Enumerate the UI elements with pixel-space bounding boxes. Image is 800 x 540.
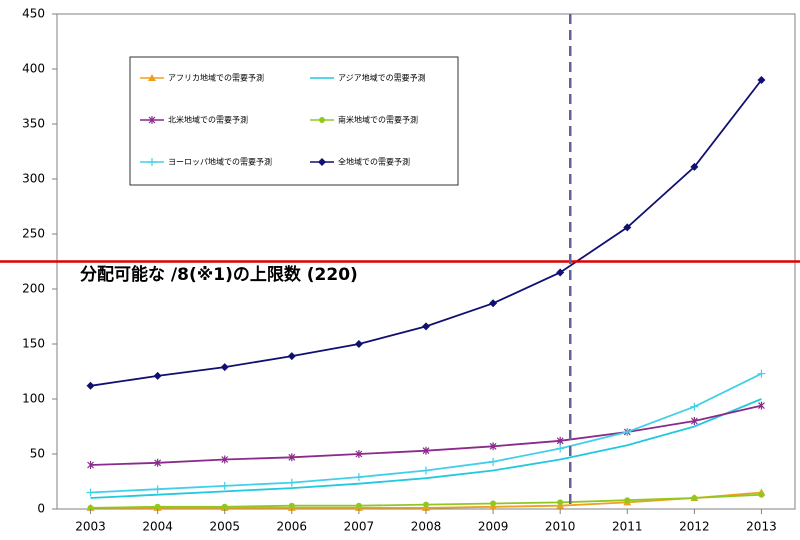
marker	[423, 501, 429, 508]
marker	[87, 461, 94, 469]
marker	[556, 268, 565, 277]
marker	[757, 76, 766, 84]
x-tick-label: 2011	[612, 520, 643, 534]
marker	[690, 417, 698, 425]
marker	[354, 340, 363, 348]
marker	[557, 499, 564, 506]
marker	[287, 352, 296, 361]
marker	[153, 485, 162, 494]
y-tick-label: 400	[22, 62, 45, 76]
marker	[489, 299, 498, 308]
marker	[355, 502, 362, 509]
legend-label: 全地域での需要予測	[338, 157, 410, 167]
marker	[220, 481, 229, 490]
marker	[556, 444, 565, 453]
marker	[221, 503, 228, 510]
marker	[221, 455, 229, 464]
annotation: 分配可能な /8(※1)の上限数 (220)	[80, 264, 358, 285]
marker	[489, 442, 497, 451]
marker	[757, 369, 766, 378]
marker	[153, 371, 162, 380]
y-tick-label: 100	[22, 392, 45, 406]
marker	[691, 495, 698, 501]
marker	[422, 446, 430, 455]
series-line	[90, 372, 762, 494]
marker	[422, 466, 430, 475]
marker	[623, 428, 632, 436]
x-tick-label: 2005	[209, 520, 240, 534]
x-tick-label: 2010	[545, 520, 576, 534]
x-tick-label: 2013	[746, 520, 777, 534]
x-tick-label: 2003	[75, 520, 106, 534]
legend-box	[129, 56, 459, 186]
legend-marker	[319, 117, 325, 123]
marker	[758, 401, 765, 410]
marker	[690, 162, 699, 171]
x-tick-label: 2008	[411, 520, 442, 534]
marker	[490, 500, 497, 507]
legend-marker	[148, 116, 156, 124]
x-tick-label: 2009	[478, 520, 509, 534]
marker	[220, 363, 229, 372]
x-tick-label: 2012	[679, 520, 710, 534]
marker	[422, 322, 430, 331]
y-tick-label: 250	[22, 227, 45, 241]
legend-label: アフリカ地域での需要予測	[168, 73, 264, 83]
legend-label: ヨーロッパ地域での需要予測	[168, 157, 272, 167]
marker	[86, 381, 95, 390]
y-tick-label: 350	[22, 117, 45, 131]
marker	[355, 450, 363, 458]
y-tick-label: 200	[22, 282, 45, 296]
marker	[489, 457, 498, 466]
series-line	[90, 398, 762, 499]
marker	[354, 473, 363, 482]
x-tick-label: 2004	[142, 520, 173, 534]
y-tick-label: 300	[22, 172, 45, 186]
x-tick-label: 2006	[277, 520, 308, 534]
plot	[86, 76, 766, 511]
x-tick-label: 2007	[344, 520, 375, 534]
legend-marker	[148, 74, 156, 81]
marker	[758, 491, 765, 498]
y-tick-label: 450	[22, 7, 45, 21]
marker	[154, 503, 161, 510]
marker	[690, 402, 699, 411]
y-tick-label: 0	[37, 502, 45, 516]
marker	[86, 488, 95, 497]
marker	[624, 497, 631, 504]
marker	[623, 223, 632, 232]
legend-marker	[318, 158, 326, 166]
marker	[556, 436, 564, 445]
marker	[87, 504, 94, 511]
y-tick-label: 150	[22, 337, 45, 351]
legend-marker	[148, 158, 156, 166]
legend-label: 北米地域での需要予測	[168, 115, 248, 125]
marker	[288, 502, 295, 509]
legend-label: 南米地域での需要予測	[338, 115, 418, 125]
marker	[154, 458, 162, 467]
marker	[287, 478, 296, 487]
legend-label: アジア地域での需要予測	[338, 73, 426, 83]
y-tick-label: 50	[30, 447, 45, 461]
marker	[288, 453, 296, 462]
